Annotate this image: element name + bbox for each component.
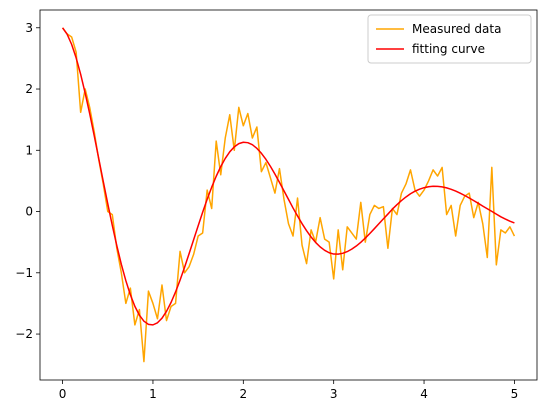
axes-frame: [39, 9, 538, 381]
y-tick-label: 0: [25, 205, 33, 219]
y-tick-label: −1: [15, 266, 33, 280]
x-tick-label: 0: [59, 387, 67, 401]
y-tick-label: 1: [25, 143, 33, 157]
x-tick-label: 4: [420, 387, 428, 401]
legend-box: [367, 14, 532, 64]
x-tick-label: 2: [239, 387, 247, 401]
y-tick-label: 2: [25, 82, 33, 96]
x-tick-label: 1: [149, 387, 157, 401]
y-tick-label: −2: [15, 327, 33, 341]
legend: Measured data fitting curve: [367, 14, 532, 64]
series-line: [61, 27, 515, 326]
y-tick-label: 3: [25, 21, 33, 35]
x-tick-label: 3: [330, 387, 338, 401]
series-line: [61, 27, 516, 363]
legend-label: Measured data: [412, 22, 501, 36]
x-tick-label: 5: [511, 387, 519, 401]
legend-label: fitting curve: [412, 42, 485, 56]
